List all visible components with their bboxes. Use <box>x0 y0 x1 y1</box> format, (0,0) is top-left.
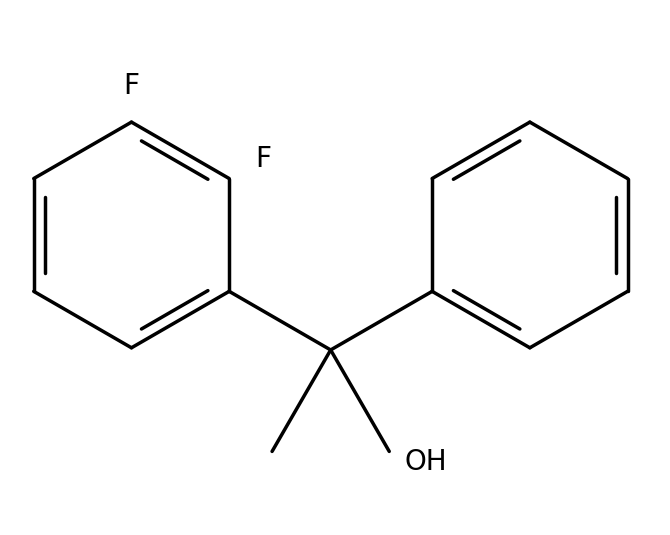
Text: F: F <box>255 145 271 173</box>
Text: OH: OH <box>405 448 448 476</box>
Text: F: F <box>123 72 139 100</box>
